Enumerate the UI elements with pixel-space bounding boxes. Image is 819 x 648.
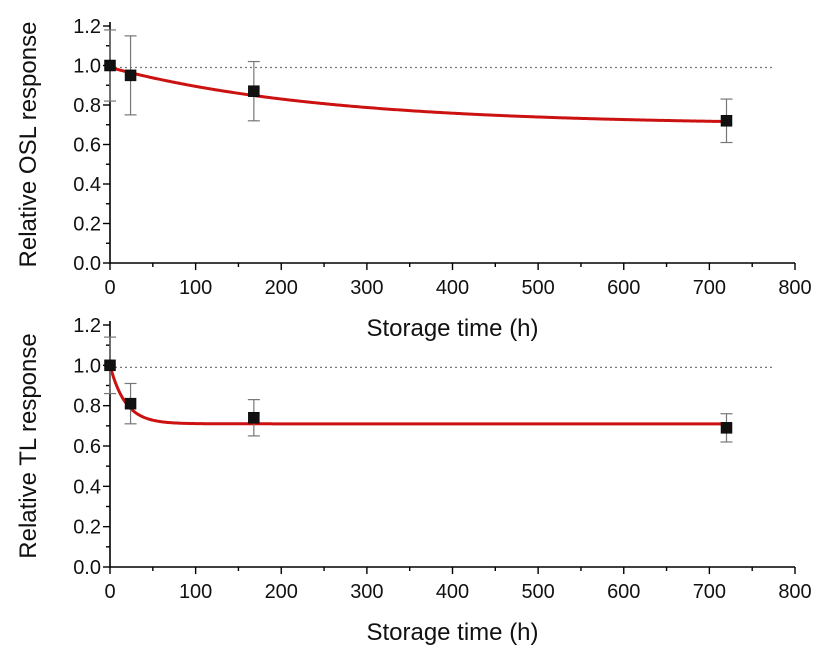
- data-point: [104, 59, 116, 72]
- y-tick-label: 1.2: [73, 315, 101, 337]
- y-tick-label: 0.6: [73, 436, 101, 458]
- x-tick-label: 200: [265, 581, 298, 603]
- x-tick-label: 600: [607, 277, 640, 299]
- x-tick-label: 400: [436, 277, 469, 299]
- data-point: [104, 359, 116, 372]
- data-point: [720, 115, 733, 127]
- x-tick-label: 500: [521, 581, 554, 603]
- y-tick-label: 1.0: [73, 355, 101, 377]
- x-axis-title: Storage time (h): [366, 315, 538, 342]
- x-tick-label: 500: [521, 277, 554, 299]
- y-tick-label: 1.0: [73, 56, 101, 78]
- data-point: [124, 69, 137, 82]
- x-tick-label: 0: [104, 581, 115, 603]
- x-tick-label: 100: [179, 277, 212, 299]
- y-tick-label: 0.8: [73, 95, 101, 117]
- data-point: [248, 85, 260, 97]
- x-tick-label: 300: [350, 277, 383, 299]
- x-tick-label: 400: [436, 581, 469, 603]
- data-point: [124, 397, 137, 410]
- fit-curve: [108, 364, 727, 426]
- data-point: [720, 422, 733, 434]
- y-tick-label: 0.4: [73, 174, 101, 196]
- y-tick-label: 0.8: [73, 396, 101, 418]
- x-tick-label: 0: [104, 277, 115, 299]
- y-axis-title: Relative TL response: [15, 333, 42, 558]
- panel-tl: 0 100 200 300 400 500 600 700 800 0.0 0.2 0.4 0.6 0.8…: [15, 315, 812, 646]
- x-tick-label: 100: [179, 581, 212, 603]
- x-tick-label: 200: [265, 277, 298, 299]
- y-tick-label: 0.6: [73, 135, 101, 157]
- x-tick-label: 800: [778, 277, 811, 299]
- y-tick-label: 0.2: [73, 517, 101, 539]
- x-tick-label: 300: [350, 581, 383, 603]
- fit-curve: [109, 66, 727, 124]
- x-tick-label: 700: [693, 581, 726, 603]
- y-tick-label: 0.4: [73, 476, 101, 498]
- y-tick-label: 1.2: [73, 16, 101, 38]
- x-tick-label: 800: [778, 581, 811, 603]
- y-tick-label: 0.2: [73, 214, 101, 236]
- y-tick-label: 0.0: [73, 253, 101, 275]
- data-point: [248, 412, 260, 424]
- x-tick-label: 700: [693, 277, 726, 299]
- x-axis-title: Storage time (h): [366, 619, 538, 646]
- x-tick-label: 600: [607, 581, 640, 603]
- panel-osl: 0 100 200 300 400 500 600 700 800 0.0 0.2 0.4 0.6 0.8…: [15, 16, 812, 342]
- y-axis-title: Relative OSL response: [15, 22, 42, 268]
- y-tick-label: 0.0: [73, 557, 101, 579]
